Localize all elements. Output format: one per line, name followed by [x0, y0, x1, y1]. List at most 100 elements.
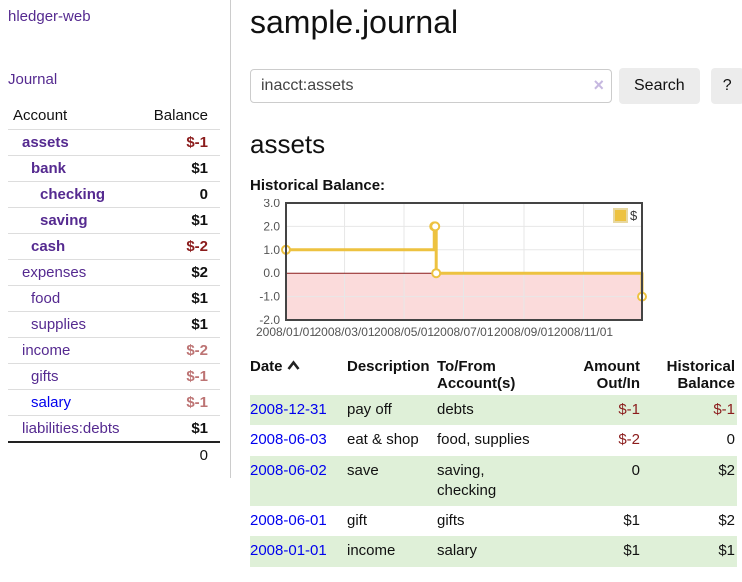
- transaction-date-link[interactable]: 2008-06-03: [250, 431, 327, 449]
- account-row: cash $-2: [8, 233, 220, 260]
- register-cell-balance: 0: [726, 431, 735, 449]
- account-balance: $-1: [186, 394, 208, 411]
- account-link-checking[interactable]: checking: [40, 186, 106, 203]
- account-balance: $1: [191, 316, 208, 333]
- register-cell-date: 2008-12-31: [250, 395, 347, 425]
- svg-text:2008/09/01: 2008/09/01: [494, 325, 554, 339]
- account-balance: $-2: [186, 342, 208, 359]
- account-row: supplies $1: [8, 311, 220, 338]
- register-cell-balance: $2: [718, 461, 735, 479]
- accounts-total-spacer: [8, 442, 137, 468]
- register-header-description: Description: [347, 358, 430, 375]
- app-layout: hledger-web Journal Account Balance asse…: [8, 0, 742, 567]
- account-link-gifts[interactable]: gifts: [31, 368, 59, 385]
- register-cell-balance: $2: [718, 512, 735, 529]
- account-name-cell: income: [8, 338, 137, 364]
- transaction-date-link[interactable]: 2008-06-02: [250, 461, 327, 479]
- help-button[interactable]: ?: [710, 68, 742, 104]
- account-name-cell: liabilities:debts: [8, 416, 137, 443]
- accounts-header-row: Account Balance: [8, 104, 220, 130]
- account-row: salary $-1: [8, 389, 220, 416]
- register-cell-date: 2008-06-01: [250, 506, 347, 536]
- register-cell-date: 2008-06-02: [250, 456, 347, 507]
- sidebar-item-journal[interactable]: Journal: [8, 71, 58, 88]
- search-button[interactable]: Search: [619, 68, 700, 104]
- account-name-cell: cash: [8, 234, 137, 260]
- account-name-cell: bank: [8, 156, 137, 182]
- account-balance: $-1: [186, 368, 208, 385]
- svg-text:-2.0: -2.0: [259, 313, 280, 327]
- search-form: × Search ?: [250, 68, 742, 104]
- search-input[interactable]: [250, 69, 612, 103]
- register-cell-description: save: [347, 461, 379, 479]
- register-cell-accounts: saving, checking: [437, 461, 497, 499]
- register-header-date[interactable]: Date: [250, 355, 347, 395]
- register-header-amount: Amount Out/In: [583, 358, 640, 392]
- account-row: income $-2: [8, 337, 220, 364]
- svg-text:$: $: [630, 208, 638, 223]
- page-title: sample.journal: [250, 4, 459, 40]
- svg-text:2008/01/01: 2008/01/01: [256, 325, 316, 339]
- account-balance: $1: [191, 212, 208, 229]
- svg-text:2008/03/01: 2008/03/01: [314, 325, 374, 339]
- register-row: 2008-06-01 gift gifts $1 $2: [250, 506, 737, 536]
- account-link-assets[interactable]: assets: [22, 134, 69, 151]
- account-name-cell: expenses: [8, 260, 137, 286]
- register-cell-balance: $-1: [713, 401, 735, 418]
- account-row: bank $1: [8, 155, 220, 182]
- account-link-food[interactable]: food: [31, 290, 61, 307]
- account-row: food $1: [8, 285, 220, 312]
- svg-text:2.0: 2.0: [263, 219, 280, 233]
- register-cell-accounts: debts: [437, 401, 474, 418]
- register-cell-date: 2008-01-01: [250, 536, 347, 566]
- clear-search-icon[interactable]: ×: [593, 75, 604, 95]
- sort-ascending-icon: [286, 358, 300, 375]
- register-cell-description: pay off: [347, 401, 392, 418]
- svg-text:3.0: 3.0: [263, 199, 280, 210]
- account-link-bank[interactable]: bank: [31, 160, 67, 177]
- register-cell-accounts: gifts: [437, 512, 465, 529]
- app-title-link[interactable]: hledger-web: [8, 8, 91, 25]
- register-cell-balance: $1: [718, 542, 735, 560]
- register-cell-amount: $-2: [618, 431, 640, 449]
- svg-text:2008/07/01: 2008/07/01: [433, 325, 493, 339]
- account-name-cell: checking: [8, 182, 137, 208]
- account-link-cash[interactable]: cash: [31, 238, 66, 255]
- register-cell-accounts: food, supplies: [437, 431, 530, 449]
- transaction-date-link[interactable]: 2008-12-31: [250, 401, 327, 418]
- register-cell-amount: 0: [631, 461, 640, 479]
- account-name-cell: assets: [8, 130, 137, 156]
- account-link-supplies[interactable]: supplies: [31, 316, 87, 333]
- account-name-cell: saving: [8, 208, 137, 234]
- register-header-date-label: Date: [250, 358, 283, 375]
- account-name-cell: food: [8, 286, 137, 312]
- account-row: assets $-1: [8, 129, 220, 156]
- account-name-cell: supplies: [8, 312, 137, 338]
- accounts-total-value: 0: [199, 447, 208, 464]
- transaction-date-link[interactable]: 2008-06-01: [250, 512, 327, 529]
- register-cell-amount: $1: [623, 542, 640, 560]
- register-row: 2008-06-02 save saving, checking 0 $2: [250, 455, 737, 507]
- account-link-liabilities-debts[interactable]: liabilities:debts: [22, 420, 120, 437]
- svg-text:2008/11/01: 2008/11/01: [554, 325, 613, 339]
- account-heading: assets: [250, 129, 326, 159]
- account-balance: $1: [191, 160, 208, 177]
- accounts-table: Account Balance assets $-1 bank $1 checking 0…: [8, 104, 220, 468]
- account-name-cell: salary: [8, 390, 137, 416]
- register-cell-description: income: [347, 542, 396, 560]
- register-table: Date Description To/From Account(s) Amou…: [250, 355, 737, 567]
- register-row: 2008-01-01 income salary $1 $1: [250, 536, 737, 567]
- account-link-salary[interactable]: salary: [31, 394, 72, 411]
- account-link-expenses[interactable]: expenses: [22, 264, 87, 281]
- account-row: checking 0: [8, 181, 220, 208]
- account-row: gifts $-1: [8, 363, 220, 390]
- account-balance: $1: [191, 420, 208, 437]
- svg-text:-1.0: -1.0: [259, 290, 280, 304]
- register-cell-amount: $1: [623, 512, 640, 529]
- svg-text:1.0: 1.0: [263, 243, 280, 257]
- transaction-date-link[interactable]: 2008-01-01: [250, 542, 327, 560]
- account-link-income[interactable]: income: [22, 342, 71, 359]
- search-input-wrap: ×: [250, 69, 612, 103]
- account-link-saving[interactable]: saving: [40, 212, 88, 229]
- historical-balance-chart: $3.0 2.0 1.0 0.0 -1.0 -2.0 2008/01/01 2008/03/0…: [250, 199, 742, 345]
